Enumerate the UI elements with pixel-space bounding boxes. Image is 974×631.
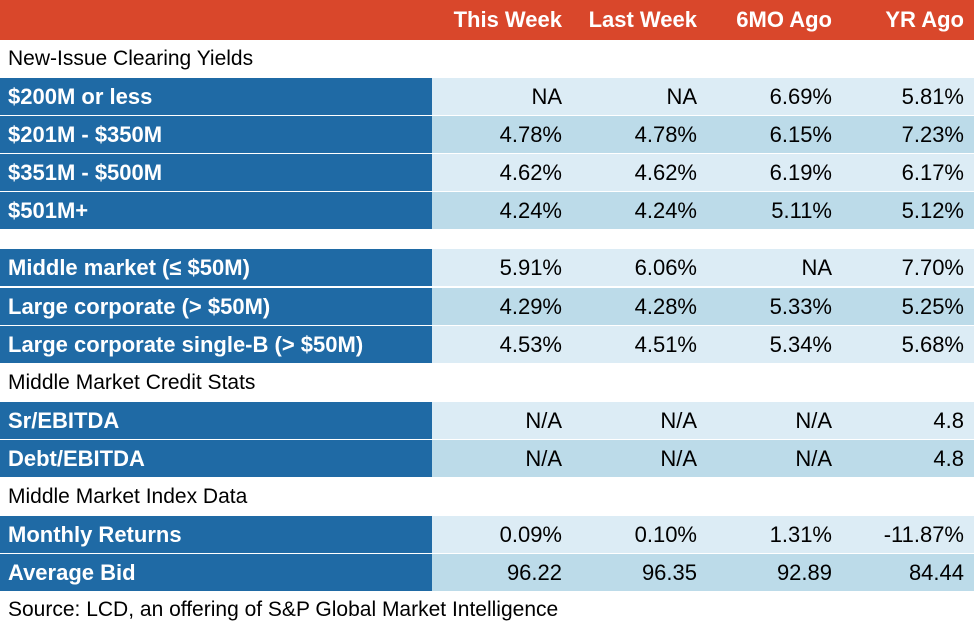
cell-yr-ago: 7.23% — [832, 116, 974, 153]
table-row: Large corporate (> $50M) 4.29% 4.28% 5.3… — [0, 288, 974, 325]
section-index-data: Middle Market Index Data — [8, 485, 248, 508]
cell-6mo-ago: 5.34% — [697, 326, 832, 363]
cell-last-week: 96.35 — [562, 554, 697, 591]
table-row: Monthly Returns 0.09% 0.10% 1.31% -11.87… — [0, 516, 974, 553]
table-row: Average Bid 96.22 96.35 92.89 84.44 — [0, 554, 974, 591]
cell-6mo-ago: 5.33% — [697, 288, 832, 325]
cell-this-week: 0.09% — [432, 516, 562, 553]
cell-last-week: 4.78% — [562, 116, 697, 153]
cell-last-week: 4.28% — [562, 288, 697, 325]
row-label: $200M or less — [0, 78, 432, 115]
section-new-issue: New-Issue Clearing Yields — [8, 47, 254, 70]
row-label: $351M - $500M — [0, 154, 432, 191]
cell-6mo-ago: N/A — [697, 440, 832, 477]
cell-this-week: N/A — [432, 440, 562, 477]
row-label: Sr/EBITDA — [0, 402, 432, 439]
cell-this-week: 4.53% — [432, 326, 562, 363]
row-label: Middle market (≤ $50M) — [0, 249, 432, 286]
cell-yr-ago: 5.81% — [832, 78, 974, 115]
cell-last-week: NA — [562, 78, 697, 115]
cell-yr-ago: 84.44 — [832, 554, 974, 591]
cell-6mo-ago: NA — [697, 249, 832, 286]
cell-6mo-ago: 6.15% — [697, 116, 832, 153]
cell-yr-ago: 6.17% — [832, 154, 974, 191]
row-label: Large corporate (> $50M) — [0, 288, 432, 325]
cell-this-week: 4.29% — [432, 288, 562, 325]
cell-yr-ago: 4.8 — [832, 402, 974, 439]
table-row: Sr/EBITDA N/A N/A N/A 4.8 — [0, 402, 974, 439]
cell-6mo-ago: 92.89 — [697, 554, 832, 591]
cell-last-week: 4.51% — [562, 326, 697, 363]
row-label: Monthly Returns — [0, 516, 432, 553]
cell-6mo-ago: 5.11% — [697, 192, 832, 229]
header-this-week: This Week — [453, 7, 562, 32]
row-label: $501M+ — [0, 192, 432, 229]
cell-last-week: 6.06% — [562, 249, 697, 286]
cell-this-week: NA — [432, 78, 562, 115]
table-row: $200M or less NA NA 6.69% 5.81% — [0, 78, 974, 115]
cell-yr-ago: 5.68% — [832, 326, 974, 363]
cell-6mo-ago: N/A — [697, 402, 832, 439]
table-row: Middle market (≤ $50M) 5.91% 6.06% NA 7.… — [0, 249, 974, 286]
header-last-week: Last Week — [588, 7, 697, 32]
cell-this-week: 4.62% — [432, 154, 562, 191]
header-blank — [0, 0, 432, 40]
header-6mo-ago: 6MO Ago — [736, 7, 832, 32]
cell-6mo-ago: 6.69% — [697, 78, 832, 115]
cell-6mo-ago: 1.31% — [697, 516, 832, 553]
cell-this-week: 96.22 — [432, 554, 562, 591]
cell-last-week: N/A — [562, 440, 697, 477]
cell-yr-ago: 5.25% — [832, 288, 974, 325]
table-row: $351M - $500M 4.62% 4.62% 6.19% 6.17% — [0, 154, 974, 191]
cell-yr-ago: 4.8 — [832, 440, 974, 477]
cell-last-week: 4.62% — [562, 154, 697, 191]
table-row: Large corporate single-B (> $50M) 4.53% … — [0, 326, 974, 363]
cell-yr-ago: -11.87% — [832, 516, 974, 553]
section-credit-stats: Middle Market Credit Stats — [8, 371, 256, 394]
row-label: Large corporate single-B (> $50M) — [0, 326, 432, 363]
cell-last-week: 4.24% — [562, 192, 697, 229]
cell-this-week: 4.24% — [432, 192, 562, 229]
row-label: Debt/EBITDA — [0, 440, 432, 477]
cell-this-week: 5.91% — [432, 249, 562, 286]
table-row: $201M - $350M 4.78% 4.78% 6.15% 7.23% — [0, 116, 974, 153]
cell-this-week: 4.78% — [432, 116, 562, 153]
table-row: $501M+ 4.24% 4.24% 5.11% 5.12% — [0, 192, 974, 229]
cell-last-week: N/A — [562, 402, 697, 439]
source-note: Source: LCD, an offering of S&P Global M… — [8, 598, 559, 621]
row-spacer — [0, 229, 974, 239]
table-row: Debt/EBITDA N/A N/A N/A 4.8 — [0, 440, 974, 477]
header-yr-ago: YR Ago — [885, 7, 964, 32]
row-label: $201M - $350M — [0, 116, 432, 153]
table-header: This Week Last Week 6MO Ago YR Ago — [0, 0, 974, 40]
cell-this-week: N/A — [432, 402, 562, 439]
cell-yr-ago: 7.70% — [832, 249, 974, 286]
cell-yr-ago: 5.12% — [832, 192, 974, 229]
row-label: Average Bid — [0, 554, 432, 591]
cell-6mo-ago: 6.19% — [697, 154, 832, 191]
cell-last-week: 0.10% — [562, 516, 697, 553]
